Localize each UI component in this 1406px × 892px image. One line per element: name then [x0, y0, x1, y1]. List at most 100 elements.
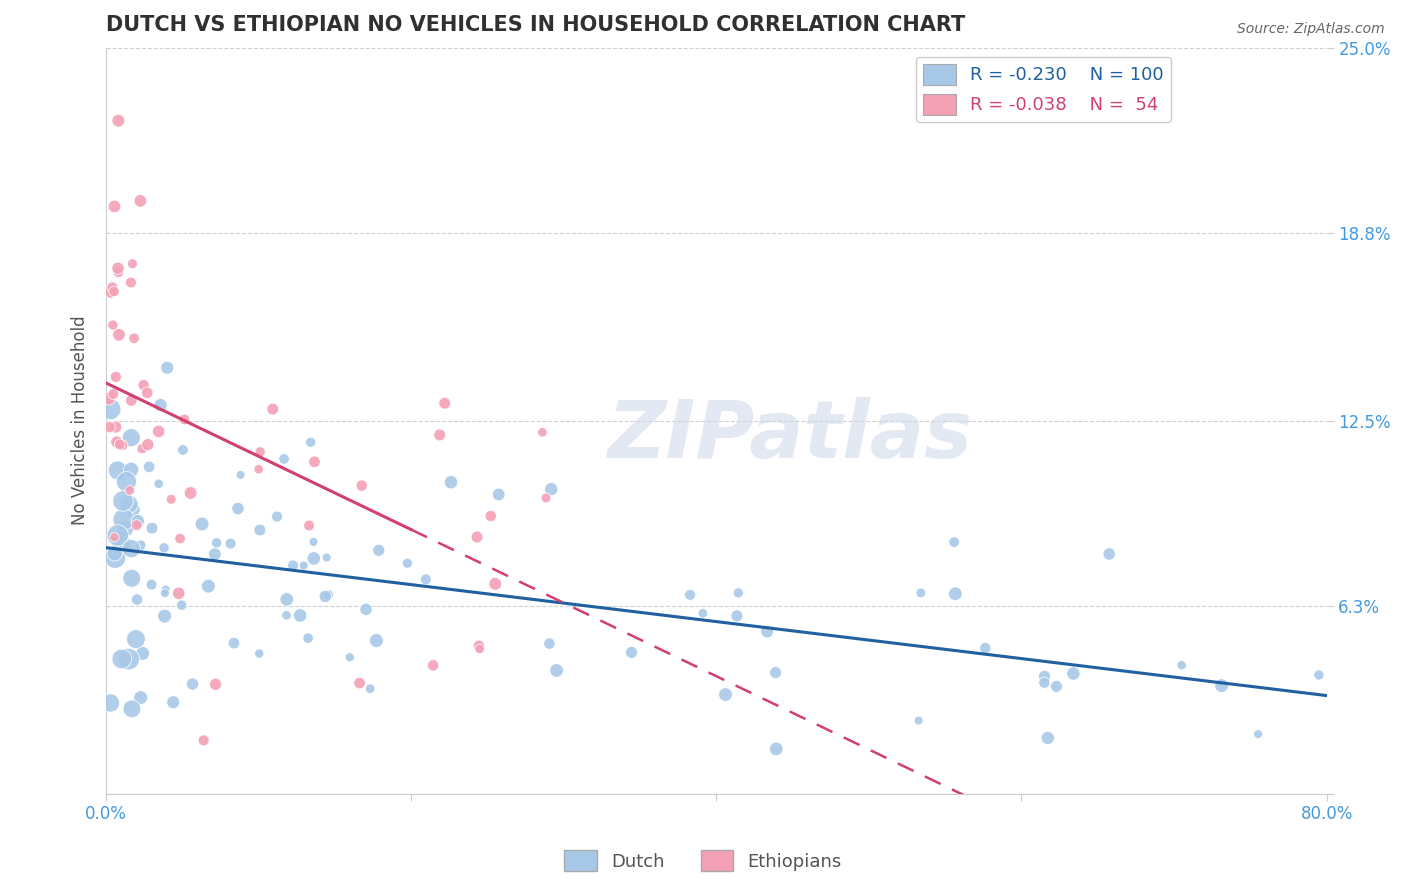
Point	[129, 538, 152, 552]
Point	[1098, 547, 1121, 561]
Point	[110, 537, 132, 551]
Point	[141, 577, 163, 591]
Legend: Dutch, Ethiopians: Dutch, Ethiopians	[557, 843, 849, 879]
Point	[103, 199, 125, 213]
Point	[292, 558, 315, 573]
Point	[298, 518, 321, 533]
Point	[131, 442, 153, 456]
Point	[121, 503, 143, 517]
Point	[104, 370, 127, 384]
Point	[127, 514, 149, 528]
Point	[120, 541, 142, 556]
Point	[765, 742, 787, 756]
Y-axis label: No Vehicles in Household: No Vehicles in Household	[72, 316, 89, 525]
Point	[153, 609, 176, 624]
Text: ZIPatlas: ZIPatlas	[607, 397, 972, 475]
Point	[107, 265, 129, 279]
Point	[167, 586, 190, 600]
Point	[204, 677, 226, 691]
Point	[169, 532, 191, 546]
Point	[359, 681, 381, 696]
Point	[692, 607, 714, 621]
Point	[148, 476, 170, 491]
Point	[714, 688, 737, 702]
Point	[288, 608, 311, 623]
Point	[120, 431, 142, 445]
Point	[125, 592, 148, 607]
Point	[679, 588, 702, 602]
Point	[727, 586, 749, 600]
Point	[262, 402, 284, 417]
Point	[121, 702, 143, 716]
Point	[429, 428, 451, 442]
Point	[302, 551, 325, 566]
Point	[1308, 668, 1330, 682]
Point	[122, 331, 145, 345]
Point	[204, 547, 226, 561]
Point	[107, 261, 129, 276]
Point	[141, 521, 163, 535]
Point	[219, 536, 242, 550]
Point	[488, 487, 510, 501]
Point	[104, 420, 127, 434]
Point	[120, 276, 142, 290]
Point	[367, 543, 389, 558]
Point	[173, 412, 195, 426]
Point	[101, 280, 124, 294]
Point	[136, 385, 159, 400]
Point	[1036, 731, 1059, 745]
Point	[304, 455, 326, 469]
Point	[276, 608, 298, 623]
Point	[103, 530, 125, 544]
Point	[191, 516, 214, 531]
Point	[197, 579, 219, 593]
Point	[153, 541, 176, 555]
Point	[1033, 669, 1056, 683]
Point	[180, 486, 202, 500]
Legend: R = -0.230    N = 100, R = -0.038    N =  54: R = -0.230 N = 100, R = -0.038 N = 54	[917, 57, 1171, 122]
Point	[396, 556, 419, 570]
Point	[136, 437, 159, 451]
Point	[114, 522, 136, 536]
Point	[314, 590, 336, 604]
Point	[350, 478, 373, 492]
Point	[111, 652, 134, 666]
Point	[107, 463, 129, 477]
Point	[155, 582, 177, 597]
Point	[149, 398, 172, 412]
Point	[108, 327, 131, 342]
Point	[302, 535, 325, 549]
Point	[205, 536, 228, 550]
Point	[907, 714, 929, 728]
Point	[479, 508, 502, 523]
Point	[249, 523, 271, 537]
Point	[266, 509, 288, 524]
Point	[121, 257, 143, 271]
Point	[765, 665, 787, 680]
Point	[531, 425, 554, 440]
Point	[107, 113, 129, 128]
Point	[315, 550, 337, 565]
Point	[943, 587, 966, 601]
Point	[98, 420, 121, 434]
Point	[440, 475, 463, 490]
Point	[540, 482, 562, 496]
Point	[546, 664, 568, 678]
Point	[222, 636, 245, 650]
Point	[273, 451, 295, 466]
Point	[247, 647, 270, 661]
Point	[100, 402, 122, 417]
Point	[354, 602, 377, 616]
Point	[339, 650, 361, 665]
Point	[101, 318, 124, 332]
Point	[226, 501, 249, 516]
Point	[118, 652, 141, 666]
Point	[112, 494, 135, 508]
Point	[162, 695, 184, 709]
Point	[100, 696, 122, 710]
Point	[910, 586, 932, 600]
Point	[103, 285, 125, 299]
Point	[366, 633, 388, 648]
Point	[318, 588, 340, 602]
Point	[247, 462, 270, 476]
